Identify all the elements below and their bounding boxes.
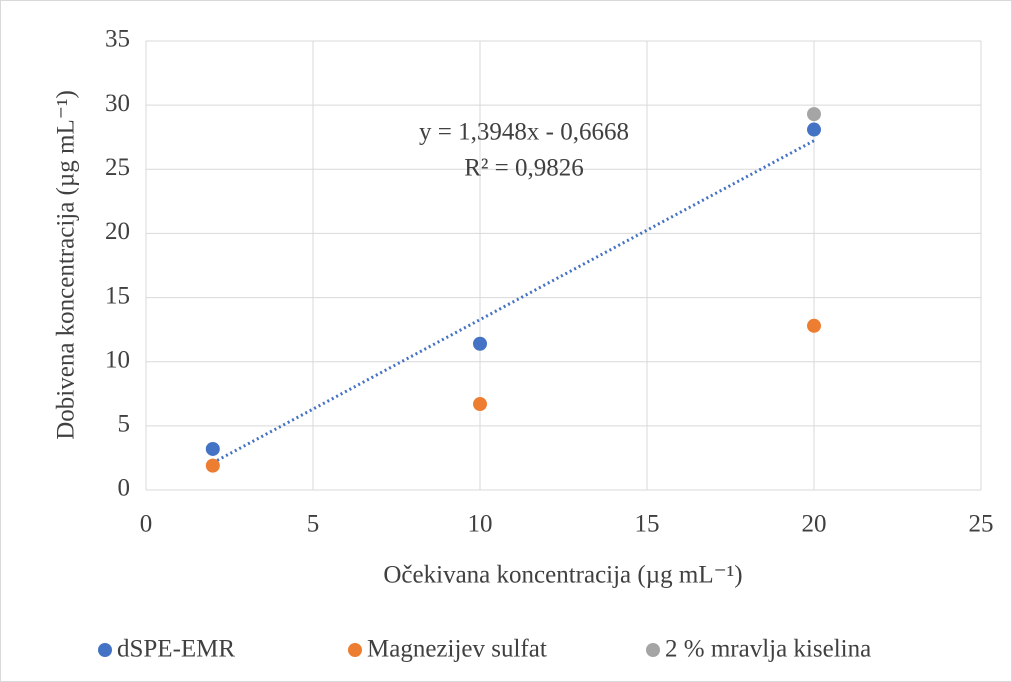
x-tick-label: 0: [140, 511, 153, 538]
y-tick-label: 15: [105, 282, 130, 309]
legend-marker: [348, 643, 362, 657]
y-tick-label: 20: [105, 218, 130, 245]
y-tick-label: 10: [105, 346, 130, 373]
legend-marker: [646, 643, 660, 657]
x-tick-label: 10: [468, 511, 493, 538]
legend-marker: [98, 643, 112, 657]
x-tick-label: 5: [307, 511, 320, 538]
x-tick-label: 15: [635, 511, 660, 538]
scatter-point: [807, 107, 821, 122]
y-tick-label: 0: [118, 475, 131, 502]
legend-label: dSPE-EMR: [117, 636, 235, 663]
trendline-equation: y = 1,3948x - 0,6668: [419, 119, 629, 146]
scatter-point: [807, 318, 821, 333]
y-tick-label: 5: [118, 411, 131, 438]
scatter-point: [807, 122, 821, 137]
x-tick-label: 20: [802, 511, 827, 538]
legend-label: Magnezijev sulfat: [367, 636, 547, 663]
legend-label: 2 % mravlja kiselina: [665, 636, 871, 663]
y-axis-title: Dobivena koncentracija (µg mL⁻¹): [53, 90, 80, 440]
trendline-r2: R² = 0,9826: [464, 155, 584, 182]
trendline: [212, 139, 815, 465]
scatter-point: [473, 397, 487, 412]
scatter-point: [473, 336, 487, 351]
x-axis-title: Očekivana koncentracija (µg mL⁻¹): [383, 562, 742, 589]
scatter-point: [205, 441, 220, 456]
x-tick-label: 25: [969, 511, 994, 538]
y-tick-label: 35: [105, 26, 130, 53]
y-tick-label: 25: [105, 154, 130, 181]
y-tick-label: 30: [105, 90, 130, 117]
scatter-point: [205, 458, 220, 473]
